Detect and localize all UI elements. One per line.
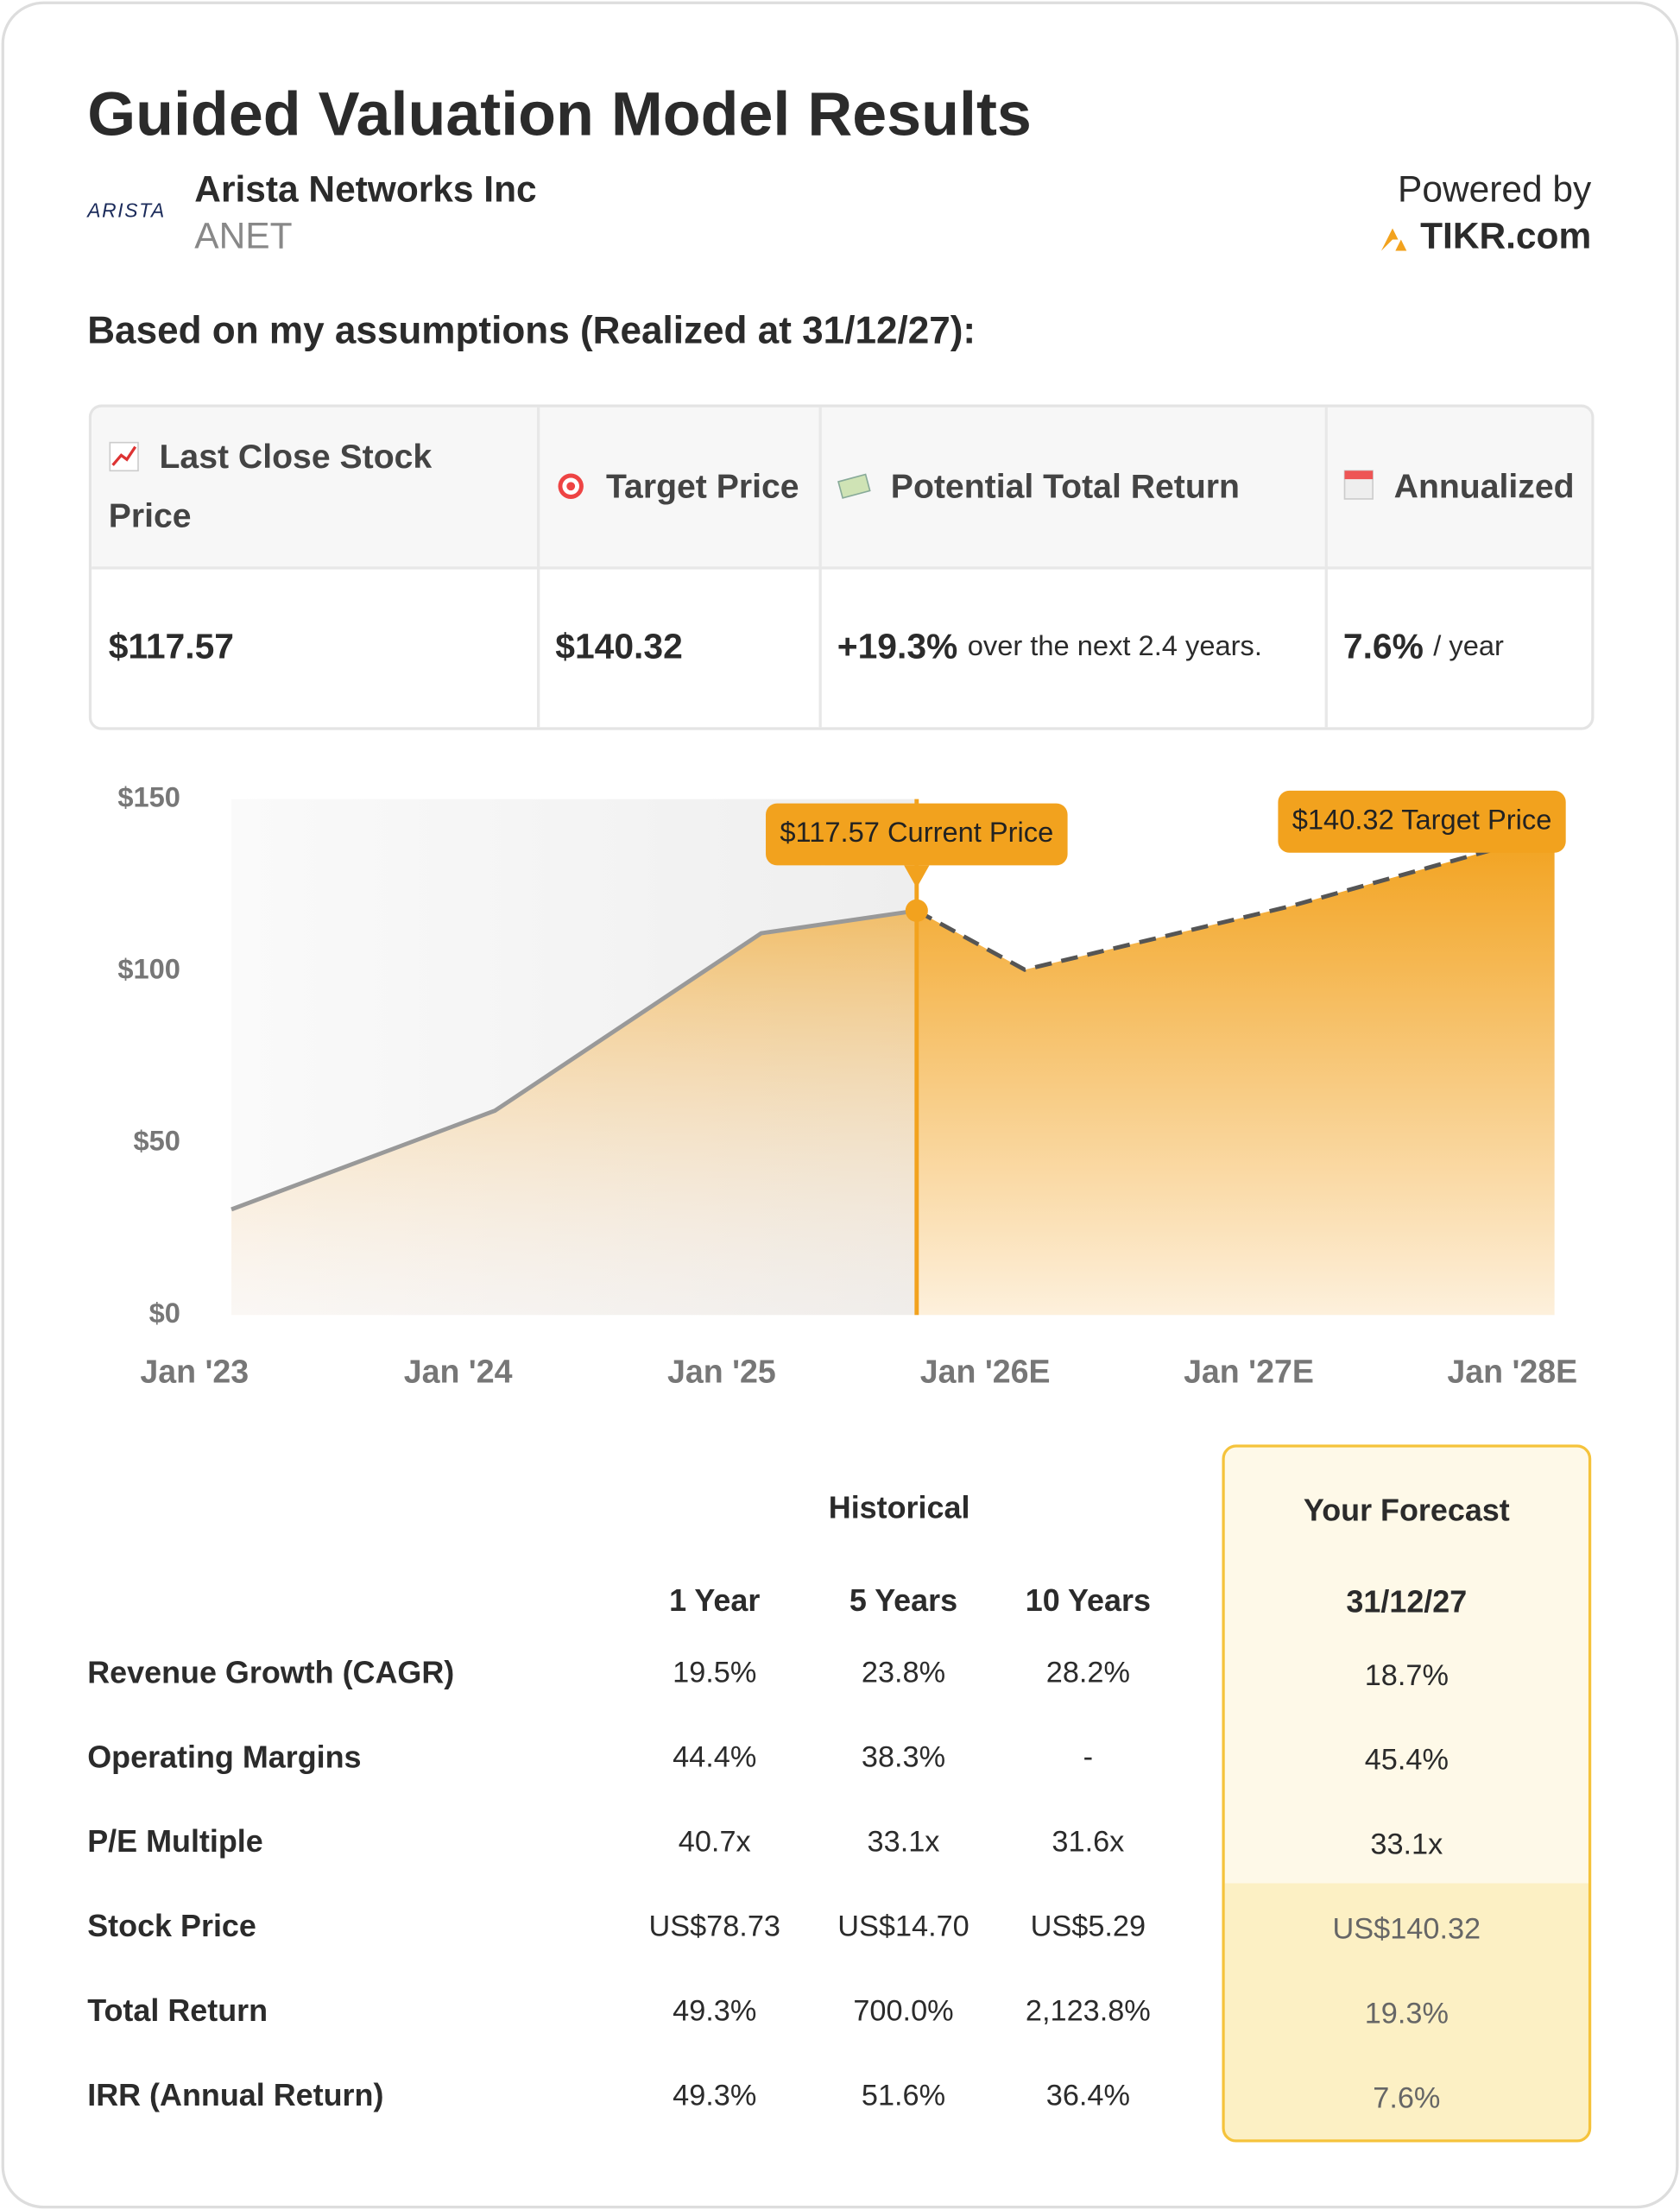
column-header: 10 Years [1025, 1582, 1151, 1619]
value: +19.3% [837, 627, 958, 667]
summary-table: Last Close Stock Price Target Price Pote… [88, 404, 1595, 730]
callout-box [1278, 790, 1566, 853]
icon [109, 441, 139, 472]
logo: ARISTA [87, 199, 166, 222]
row-label: IRR (Annual Return) [87, 2077, 384, 2113]
historical-header: Historical [828, 1489, 970, 1525]
area [231, 910, 917, 1316]
brand: TIKR.com [1420, 214, 1592, 257]
col-divider [537, 407, 540, 728]
col-divider [818, 407, 822, 728]
historical-value: 23.8% [861, 1657, 946, 1689]
forecast-value: US$140.32 [1332, 1913, 1481, 1946]
row-label: Operating Margins [87, 1739, 362, 1775]
historical-value: 36.4% [1045, 2079, 1130, 2112]
historical-value: 700.0% [853, 1994, 954, 2028]
col-divider [1324, 407, 1328, 728]
x-tick-label: Jan '25 [667, 1354, 776, 1390]
value-cell: $140.32 [539, 568, 821, 727]
y-tick-label: $50 [134, 1125, 180, 1157]
row-label: Total Return [87, 1992, 268, 2029]
historical-value: 19.5% [673, 1657, 757, 1689]
x-tick-label: Jan '27E [1184, 1354, 1314, 1390]
header-text: Last Close Stock Price [108, 438, 433, 536]
column-header: 1 Year [669, 1582, 761, 1619]
area [916, 832, 1555, 1316]
value-cell: +19.3% over the next 2.4 years. [820, 568, 1326, 727]
brand-icon [1380, 228, 1407, 251]
header-cell: Target Price [538, 407, 821, 568]
historical-value: 31.6x [1052, 1826, 1125, 1859]
callout: $117.57 Current Price [766, 803, 1068, 888]
forecast-value: 19.3% [1364, 1998, 1449, 2030]
value-note: / year [1433, 631, 1504, 663]
forecast-value: 7.6% [1373, 2082, 1441, 2115]
historical-value: US$78.73 [648, 1910, 780, 1943]
historical-value: - [1083, 1741, 1094, 1774]
line [915, 830, 1556, 972]
value: $140.32 [555, 627, 683, 667]
header-text: Potential Total Return [890, 468, 1240, 507]
callout-box [766, 803, 1068, 866]
callout-pointer [904, 865, 930, 888]
row-label: Stock Price [87, 1908, 256, 1944]
annotation: $117.57 Current Price [780, 816, 1053, 848]
forecast-value: 33.1x [1370, 1828, 1443, 1861]
title: Guided Valuation Model Results [87, 80, 1032, 150]
icon [1343, 470, 1374, 500]
historical-value: US$5.29 [1030, 1910, 1146, 1943]
row-divider [92, 566, 1592, 570]
value-note: over the next 2.4 years. [967, 631, 1262, 663]
forecast-date: 31/12/27 [1346, 1584, 1468, 1620]
historical-value: 33.1x [867, 1826, 940, 1859]
powered-by: Powered by [1398, 167, 1592, 211]
historical-value: 2,123.8% [1025, 1994, 1151, 2028]
x-tick-label: Jan '26E [920, 1354, 1051, 1390]
header-cell: Last Close Stock Price [92, 407, 539, 568]
historical-value: 49.3% [673, 1994, 757, 2028]
value-cell: $117.57 [92, 568, 539, 727]
current-dot [905, 899, 928, 922]
header-cell: Annualized [1326, 407, 1592, 568]
historical-value: 49.3% [673, 2079, 757, 2112]
icon [837, 473, 871, 499]
value: 7.6% [1342, 627, 1424, 667]
ticker: ANET [194, 214, 293, 257]
historical-value: 44.4% [673, 1741, 757, 1774]
value: $117.57 [108, 627, 235, 667]
line [231, 908, 918, 1212]
column-header: 5 Years [849, 1582, 958, 1619]
chart: $0 $50 $100 $150 Jan '23 Jan '24 Jan '25 Jan '2… [117, 780, 1577, 1390]
forecast-box [1222, 1444, 1592, 2143]
y-tick-label: $0 [149, 1297, 180, 1329]
y-tick-label: $100 [117, 952, 180, 984]
forecast-value: 18.7% [1364, 1659, 1449, 1692]
historical-value: 40.7x [678, 1826, 751, 1859]
row-label: Revenue Growth (CAGR) [87, 1654, 455, 1690]
forecast-value: 45.4% [1364, 1744, 1449, 1777]
forecast-header: Your Forecast [1303, 1492, 1510, 1528]
header-text: Annualized [1393, 468, 1575, 507]
company-name: Arista Networks Inc [194, 167, 537, 211]
icon [558, 473, 584, 499]
header-cell: Potential Total Return [820, 407, 1327, 568]
y-tick-label: $150 [117, 780, 180, 812]
subtitle: Based on my assumptions (Realized at 31/… [87, 309, 976, 352]
header-text: Target Price [606, 468, 799, 507]
historical-value: 28.2% [1045, 1657, 1130, 1689]
historical-value: 51.6% [861, 2079, 946, 2112]
x-tick-label: Jan '28E [1447, 1354, 1577, 1390]
value-cell: 7.6% / year [1326, 568, 1591, 727]
x-tick-label: Jan '24 [404, 1354, 513, 1390]
historical-value: 38.3% [861, 1741, 946, 1774]
historical-value: US$14.70 [837, 1910, 969, 1943]
callout: $140.32 Target Price [1278, 790, 1566, 853]
x-tick-label: Jan '23 [140, 1354, 249, 1390]
annotation: $140.32 Target Price [1292, 803, 1552, 835]
row-label: P/E Multiple [87, 1823, 263, 1860]
